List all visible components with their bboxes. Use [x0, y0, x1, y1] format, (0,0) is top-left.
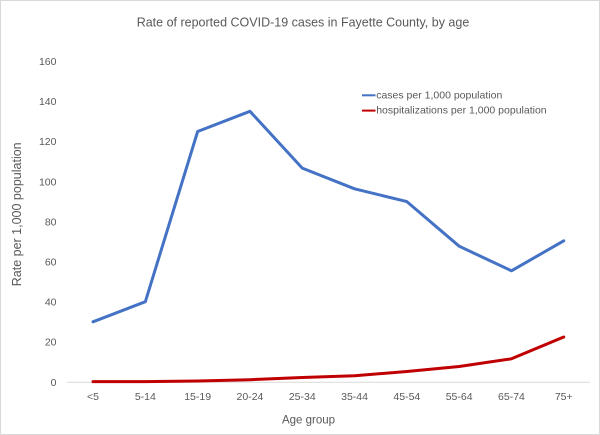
- svg-text:120: 120: [39, 136, 57, 148]
- svg-text:0: 0: [51, 377, 57, 389]
- svg-text:5-14: 5-14: [135, 391, 156, 403]
- svg-text:20-24: 20-24: [237, 391, 264, 403]
- svg-text:160: 160: [39, 56, 57, 68]
- svg-text:Age group: Age group: [282, 414, 335, 426]
- svg-text:cases per 1,000 population: cases per 1,000 population: [376, 89, 502, 101]
- svg-text:75+: 75+: [555, 391, 573, 403]
- svg-text:100: 100: [39, 176, 57, 188]
- svg-text:Rate of reported COVID-19 case: Rate of reported COVID-19 cases in Fayet…: [137, 15, 470, 29]
- svg-text:15-19: 15-19: [184, 391, 211, 403]
- svg-text:80: 80: [45, 216, 57, 228]
- svg-text:60: 60: [45, 257, 57, 269]
- svg-text:25-34: 25-34: [289, 391, 316, 403]
- svg-text:45-54: 45-54: [393, 391, 420, 403]
- svg-text:55-64: 55-64: [446, 391, 473, 403]
- svg-text:Rate per 1,000 population: Rate per 1,000 population: [10, 142, 24, 286]
- svg-text:40: 40: [45, 297, 57, 309]
- svg-text:20: 20: [45, 337, 57, 349]
- svg-text:65-74: 65-74: [498, 391, 525, 403]
- svg-text:<5: <5: [87, 391, 99, 403]
- svg-text:35-44: 35-44: [341, 391, 368, 403]
- svg-text:hospitalizations per 1,000 pop: hospitalizations per 1,000 population: [376, 105, 547, 117]
- svg-text:140: 140: [39, 96, 57, 108]
